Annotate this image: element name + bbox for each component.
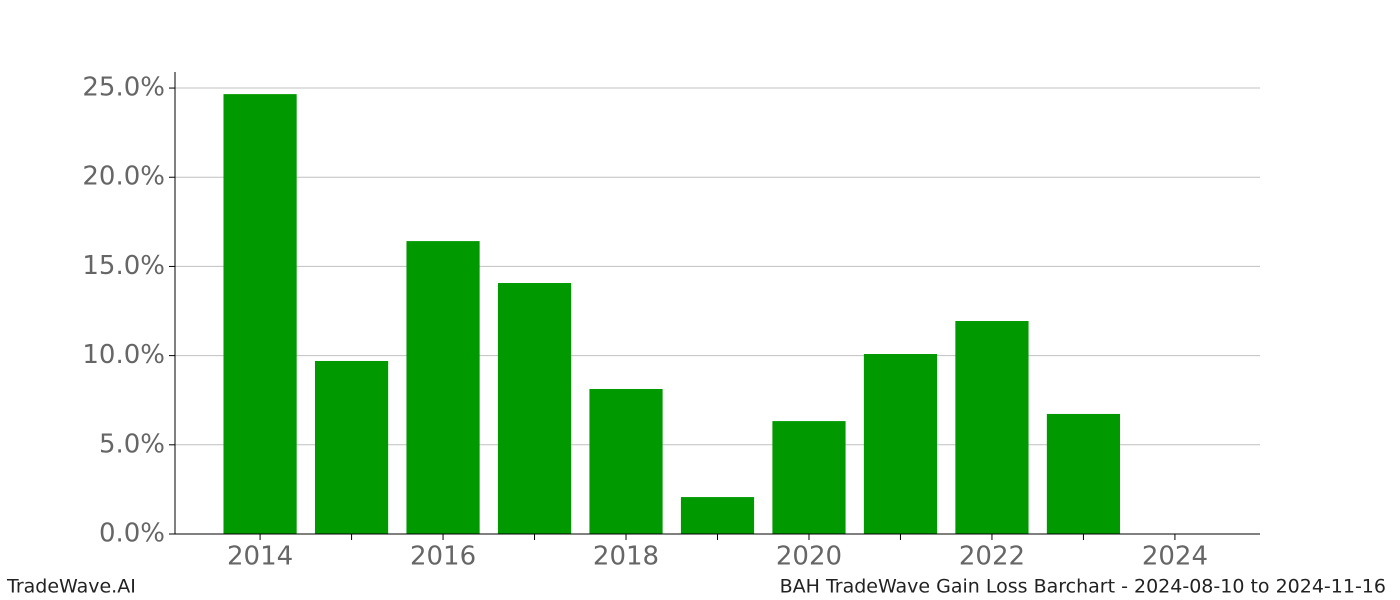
footer-left: TradeWave.AI (6, 576, 136, 598)
x-tick-label: 2020 (776, 542, 842, 572)
bar (314, 360, 389, 534)
bar (955, 321, 1029, 534)
x-tick-label: 2014 (227, 542, 293, 572)
y-tick-label: 5.0% (99, 429, 165, 459)
bar (223, 94, 297, 534)
y-tick-label: 15.0% (82, 251, 165, 281)
x-tick-label: 2018 (593, 542, 659, 572)
bar (406, 241, 480, 534)
y-tick-label: 20.0% (82, 162, 165, 192)
x-tick-label: 2022 (959, 542, 1025, 572)
bar (497, 283, 572, 534)
bar (680, 497, 755, 534)
bar (589, 388, 663, 534)
y-tick-label: 10.0% (82, 340, 165, 370)
x-tick-label: 2016 (410, 542, 476, 572)
y-tick-label: 25.0% (82, 73, 165, 103)
footer-right: BAH TradeWave Gain Loss Barchart - 2024-… (780, 576, 1386, 598)
bar (1046, 413, 1121, 534)
bar (863, 354, 938, 534)
bar (772, 421, 846, 534)
y-tick-label: 0.0% (99, 519, 165, 549)
x-tick-label: 2024 (1142, 542, 1208, 572)
